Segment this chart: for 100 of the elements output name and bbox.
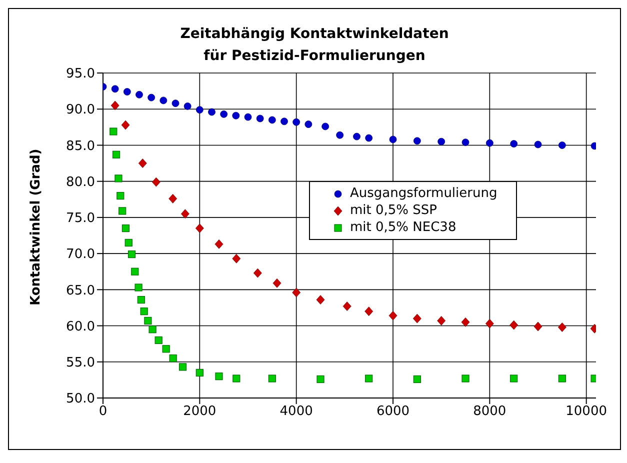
point: [232, 374, 240, 382]
point: [214, 239, 224, 249]
point: [268, 374, 276, 382]
point: [169, 354, 177, 362]
point: [131, 268, 139, 276]
x-tick-label: 6000: [376, 404, 410, 420]
point: [138, 158, 147, 168]
point: [152, 177, 160, 187]
point: [353, 132, 360, 140]
point: [137, 296, 145, 304]
point: [412, 314, 422, 324]
point: [232, 254, 241, 264]
point: [304, 120, 312, 128]
y-tick-label: 55.0: [66, 356, 95, 371]
point: [272, 278, 282, 288]
x-tick-label: 0: [98, 404, 108, 420]
point: [121, 120, 130, 130]
y-tick-label: 80.0: [66, 174, 95, 190]
point: [280, 118, 288, 126]
point: [413, 137, 421, 145]
point: [534, 322, 542, 332]
point: [220, 110, 228, 118]
point: [336, 131, 344, 139]
point: [195, 224, 204, 233]
point: [292, 118, 300, 126]
legend-label: mit 0,5% NEC38: [350, 220, 456, 235]
point: [461, 317, 470, 327]
point: [322, 122, 330, 130]
x-tick-label: 8000: [473, 404, 506, 420]
y-tick-label: 75.0: [66, 211, 95, 226]
point: [268, 116, 276, 124]
point: [128, 250, 136, 258]
point: [114, 174, 122, 182]
point: [510, 140, 518, 148]
point: [388, 310, 398, 320]
point: [123, 88, 131, 96]
x-tick-label: 2000: [183, 404, 216, 420]
point: [134, 284, 142, 292]
chart-subtitle: für Pestizid-Formulierungen: [202, 47, 426, 66]
point: [558, 322, 566, 332]
point: [148, 326, 156, 334]
point: [116, 192, 124, 200]
point: [208, 108, 216, 116]
point: [168, 194, 178, 204]
point: [184, 102, 192, 110]
point: [232, 112, 240, 120]
point: [437, 316, 446, 326]
legend-label: Ausgangsformulierung: [350, 186, 498, 201]
point: [253, 268, 262, 278]
y-tick-label: 95.0: [66, 66, 95, 82]
legend-label: mit 0,5% SSP: [350, 203, 438, 218]
point: [178, 363, 187, 371]
y-axis-title: Kontaktwinkel (Grad): [28, 148, 44, 306]
point: [365, 134, 373, 142]
point: [124, 238, 132, 247]
chart-title: Zeitabhängig Kontaktwinkeldaten: [179, 25, 450, 44]
point: [136, 90, 143, 98]
point: [154, 336, 162, 344]
point: [438, 138, 446, 146]
point: [256, 114, 264, 122]
point: [180, 209, 190, 219]
point: [558, 142, 566, 149]
point: [122, 224, 130, 232]
y-tick-label: 65.0: [66, 283, 95, 298]
point: [111, 85, 119, 93]
point: [110, 128, 118, 136]
point: [462, 138, 470, 146]
point: [144, 316, 152, 325]
point: [112, 150, 120, 158]
point: [534, 140, 542, 148]
y-tick-label: 85.0: [66, 138, 95, 154]
y-tick-label: 60.0: [66, 319, 95, 334]
point: [110, 100, 120, 110]
point: [558, 374, 566, 382]
point: [140, 308, 148, 316]
point: [196, 106, 204, 114]
point: [389, 136, 397, 144]
point: [486, 139, 494, 147]
point: [364, 306, 374, 316]
point: [215, 372, 223, 380]
point: [316, 295, 325, 304]
point: [196, 368, 204, 377]
point: [462, 374, 470, 382]
point: [118, 207, 126, 215]
x-tick-label: 10000: [566, 404, 608, 420]
point: [413, 375, 421, 384]
point: [244, 113, 252, 121]
point: [162, 345, 170, 353]
x-tick-label: 4000: [280, 404, 313, 420]
point: [172, 100, 180, 108]
y-tick-label: 90.0: [66, 102, 95, 118]
point: [365, 374, 373, 382]
point: [316, 375, 324, 384]
y-tick-label: 70.0: [66, 247, 95, 262]
point: [342, 302, 352, 311]
point: [510, 374, 518, 382]
point: [510, 320, 518, 330]
point: [148, 94, 156, 102]
point: [485, 318, 494, 328]
point: [292, 288, 301, 298]
